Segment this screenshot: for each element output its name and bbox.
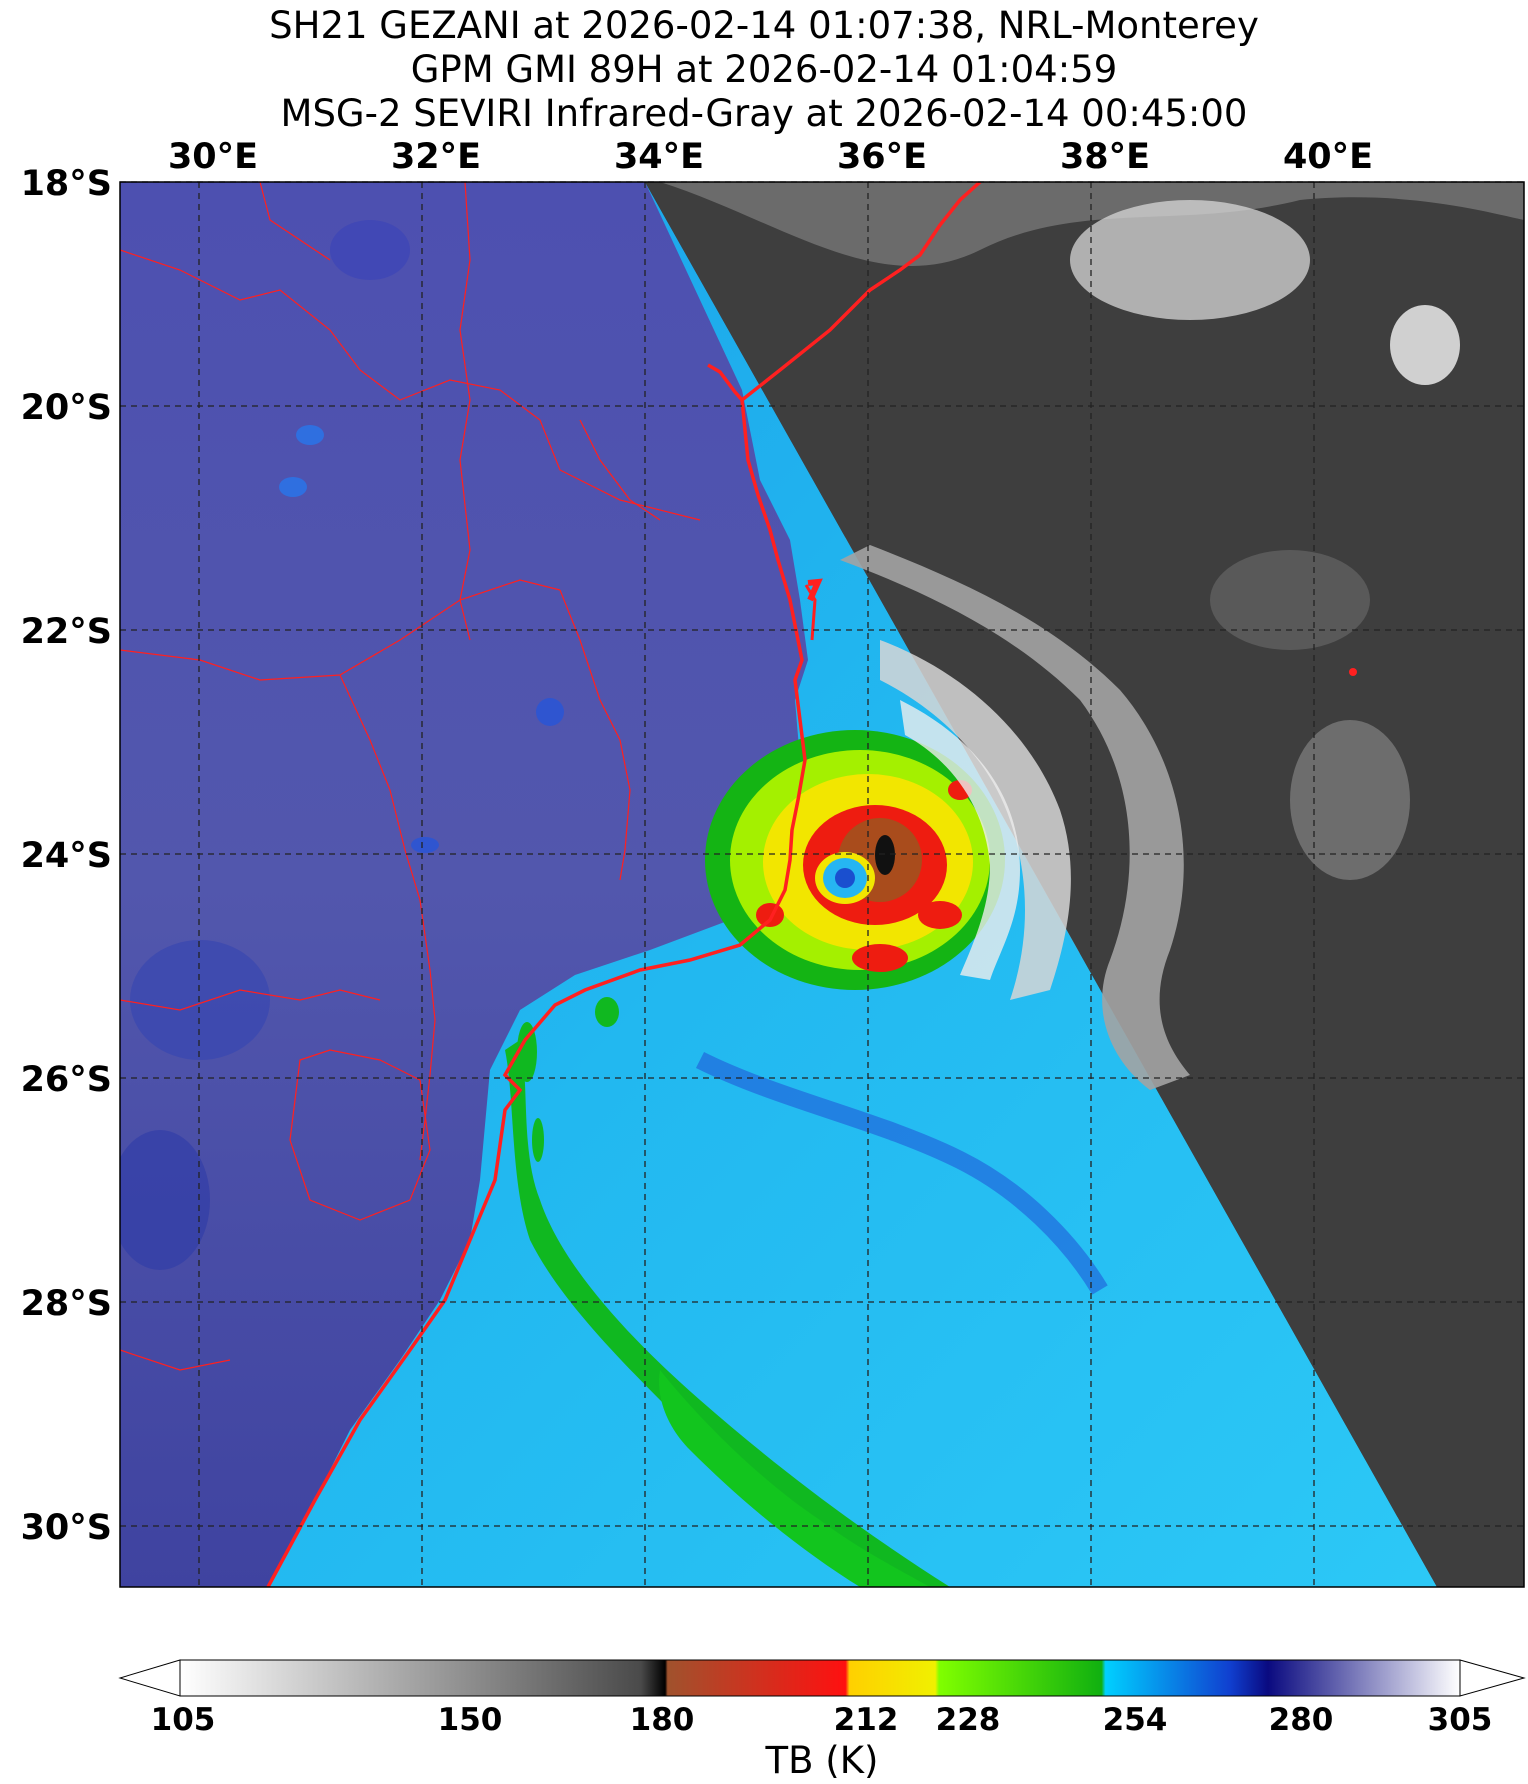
lat-label: 18°S xyxy=(21,164,112,204)
country-border xyxy=(120,249,701,521)
seviri-bright-cloud xyxy=(1390,305,1460,385)
country-border xyxy=(120,989,381,1011)
country-border xyxy=(339,674,436,1161)
lon-label: 40°E xyxy=(1283,137,1373,177)
lon-label: 36°E xyxy=(837,137,927,177)
cyclone-eye-center xyxy=(835,868,855,888)
coastline-north xyxy=(740,182,982,402)
ocean-green-spot xyxy=(517,1022,537,1082)
lat-label: 22°S xyxy=(21,612,112,652)
country-border xyxy=(559,589,631,881)
lat-label: 30°S xyxy=(21,1508,112,1548)
seviri-bright-cloud xyxy=(1070,200,1310,320)
lat-label: 28°S xyxy=(21,1284,112,1324)
lon-label: 38°E xyxy=(1060,137,1150,177)
map-imagery xyxy=(120,182,1524,1587)
colorbar-unit-label: TB (K) xyxy=(765,1739,879,1782)
land-cloud-blob xyxy=(120,1130,210,1270)
lat-label: 26°S xyxy=(21,1060,112,1100)
colorbar-tick: 280 xyxy=(1269,1702,1334,1738)
land-cloud-blob xyxy=(330,220,410,280)
seviri-spiral-core xyxy=(900,700,1020,980)
colorbar-tick: 150 xyxy=(438,1702,503,1738)
ocean-green-spot xyxy=(595,997,619,1027)
coastline-bazaruto xyxy=(807,578,823,602)
ocean-green-band xyxy=(505,1040,950,1587)
colorbar: 105 150 180 212 228 254 280 305 TB (K) xyxy=(118,1659,1526,1782)
cyclone-red-cell xyxy=(852,944,908,972)
lon-label: 32°E xyxy=(391,137,481,177)
lat-label: 20°S xyxy=(21,388,112,428)
colorbar-tick: 305 xyxy=(1428,1702,1493,1738)
latitude-labels: 18°S 20°S 22°S 24°S 26°S 28°S 30°S xyxy=(21,164,112,1548)
seviri-cloud-top xyxy=(660,182,1524,266)
country-border xyxy=(259,182,331,261)
land-cloud-blob xyxy=(296,425,324,445)
title-line-3: MSG-2 SEVIRI Infrared-Gray at 2026-02-14… xyxy=(280,92,1248,135)
island-marker xyxy=(1349,668,1357,676)
gmi-land xyxy=(120,182,808,1587)
borders xyxy=(120,182,982,1587)
country-border xyxy=(120,1349,231,1371)
colorbar-tick: 180 xyxy=(630,1702,695,1738)
coastline xyxy=(266,363,807,1587)
cyclone-red-cell xyxy=(756,903,784,927)
colorbar-tick: 228 xyxy=(936,1702,1001,1738)
coastline-island xyxy=(804,584,817,641)
land-cloud-blob xyxy=(130,940,270,1060)
colorbar-min-extend xyxy=(118,1659,181,1697)
colorbar-max-extend xyxy=(1459,1659,1526,1697)
colorbar-frame xyxy=(179,1659,1461,1697)
colorbar-tick: 254 xyxy=(1103,1702,1168,1738)
land-cloud-blob xyxy=(411,837,439,853)
ocean-green-spot xyxy=(532,1118,544,1162)
seviri-spiral-band xyxy=(840,545,1190,1090)
lon-label: 30°E xyxy=(168,137,258,177)
seviri-spiral-inner xyxy=(880,640,1071,1000)
colorbar-gradient xyxy=(180,1660,1460,1696)
seviri-cloud-east xyxy=(1290,720,1410,880)
title-line-1: SH21 GEZANI at 2026-02-14 01:07:38, NRL-… xyxy=(269,4,1259,47)
seviri-ir-overlay xyxy=(645,182,1524,1587)
colorbar-tick: 212 xyxy=(834,1702,899,1738)
ocean-rainband xyxy=(695,1051,1108,1295)
land-cloud-blob xyxy=(279,477,307,497)
cyclone-red-cell xyxy=(918,901,962,929)
country-border xyxy=(459,182,471,641)
cyclone-gezani xyxy=(705,730,1005,990)
land-cloud-blob xyxy=(536,698,564,726)
colorbar-tick: 105 xyxy=(151,1702,216,1738)
cyclone-black-core xyxy=(875,835,895,875)
map-frame xyxy=(119,181,1525,1588)
eswatini-border xyxy=(289,1049,431,1221)
lon-label: 34°E xyxy=(614,137,704,177)
lat-label: 24°S xyxy=(21,836,112,876)
longitude-labels: 30°E 32°E 34°E 36°E 38°E 40°E xyxy=(168,137,1373,177)
country-border xyxy=(120,579,561,681)
seviri-cloud-mid xyxy=(1210,550,1370,650)
title-line-2: GPM GMI 89H at 2026-02-14 01:04:59 xyxy=(410,48,1118,91)
country-border xyxy=(579,419,661,521)
